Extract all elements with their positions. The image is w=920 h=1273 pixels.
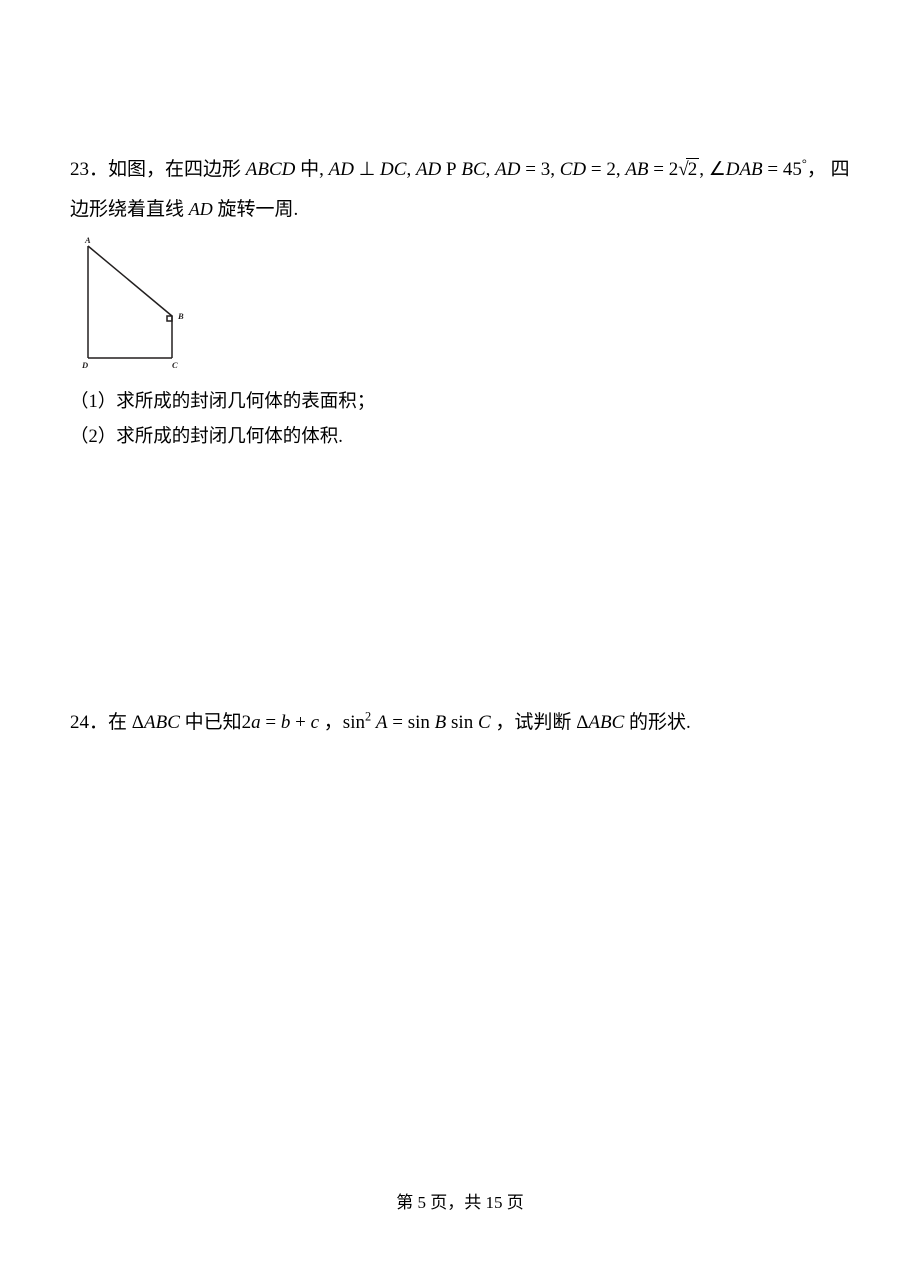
footer-cur: 5 — [418, 1193, 427, 1212]
q24-ABC1: ABC — [144, 712, 180, 733]
footer-c: 页 — [503, 1193, 524, 1212]
footer-total: 15 — [486, 1193, 503, 1212]
q24-tail-a: 试判断 — [514, 712, 571, 733]
problem-23: 23．如图，在四边形 ABCD 中, AD ⊥ DC, AD P BC, AD … — [70, 150, 850, 455]
q24-dot: ． — [89, 712, 108, 733]
q24-b: b — [281, 712, 291, 733]
q24-delta1: Δ — [132, 712, 144, 733]
label-A: A — [84, 236, 91, 245]
q23-v3: 3 — [541, 159, 551, 180]
footer-b: 页，共 — [426, 1193, 486, 1212]
trapezoid-diagram: A B C D — [72, 236, 192, 372]
q23-ABCD: ABCD — [246, 159, 296, 180]
q24-A: A — [376, 712, 388, 733]
q23-eq3: = — [649, 159, 669, 180]
q24-B: B — [435, 712, 447, 733]
diagram-labels: A B C D — [81, 236, 184, 370]
q23-eq4: = — [763, 159, 783, 180]
q23-AD3: AD — [495, 159, 520, 180]
q23-c2: , — [486, 159, 496, 180]
q23-c6: ， — [807, 159, 826, 180]
q23-BC: BC — [461, 159, 485, 180]
q24-c: c — [311, 712, 319, 733]
q24-delta2: Δ — [576, 712, 588, 733]
q23-perp: ⊥ — [359, 159, 376, 180]
q23-DC: DC — [380, 159, 406, 180]
q23-CD: CD — [560, 159, 586, 180]
page-footer: 第 5 页，共 15 页 — [0, 1188, 920, 1213]
q23-parallel: P — [446, 159, 457, 180]
q24-sin2: sin — [408, 712, 430, 733]
q23-AD1: AD — [329, 159, 354, 180]
problem-23-sub1: （1）求所成的封闭几何体的表面积； — [70, 385, 850, 420]
q24-Cm: C — [478, 712, 491, 733]
q24-eq1: = — [261, 712, 281, 733]
q23-l2b: 旋转一周. — [218, 199, 299, 220]
q23-tail: 四 — [831, 159, 850, 180]
q24-eq2: = — [388, 712, 408, 733]
q23-c1: , — [406, 159, 416, 180]
q23-eq2: = — [586, 159, 606, 180]
q24-sep2: ， — [491, 712, 515, 733]
q23-sqrt2: 2 — [686, 158, 700, 180]
problem-23-sub2: （2）求所成的封闭几何体的体积. — [70, 420, 850, 455]
q23-v45: 45 — [783, 159, 802, 180]
q23-number: 23 — [70, 159, 89, 180]
problem-24-line1: 24．在 ΔABC 中已知2a = b + c ，sin2 A = sin B … — [70, 703, 850, 743]
q23-v2: 2 — [606, 159, 616, 180]
sqrt-icon: √2 — [678, 150, 699, 190]
q23-c3: , — [550, 159, 560, 180]
q24-tail-b: 的形状. — [629, 712, 691, 733]
problem-23-line1: 23．如图，在四边形 ABCD 中, AD ⊥ DC, AD P BC, AD … — [70, 150, 850, 190]
problem-23-figure: A B C D — [72, 236, 850, 377]
q23-AB: AB — [625, 159, 648, 180]
problem-23-line2: 边形绕着直线 AD 旋转一周. — [70, 190, 850, 230]
q24-sin1: sin — [343, 712, 365, 733]
label-B: B — [177, 311, 184, 321]
footer-a: 第 — [396, 1193, 417, 1212]
label-C: C — [172, 360, 178, 370]
problem-24: 24．在 ΔABC 中已知2a = b + c ，sin2 A = sin B … — [70, 703, 850, 743]
q23-eq1: = — [520, 159, 540, 180]
q24-ABC2: ABC — [588, 712, 624, 733]
q24-plus: + — [290, 712, 310, 733]
q23-angle: ∠ — [709, 159, 726, 180]
q23-c4: , — [616, 159, 626, 180]
q24-intro-b: 中已知 — [185, 712, 242, 733]
vertical-gap — [70, 495, 850, 703]
q23-l2a: 边形绕着直线 — [70, 199, 184, 220]
label-D: D — [81, 360, 88, 370]
q23-AD2: AD — [416, 159, 441, 180]
page-container: 23．如图，在四边形 ABCD 中, AD ⊥ DC, AD P BC, AD … — [0, 0, 920, 1273]
q23-DAB: DAB — [726, 159, 763, 180]
q24-2: 2 — [242, 712, 252, 733]
q24-intro-a: 在 — [108, 712, 127, 733]
q24-sin3: sin — [451, 712, 473, 733]
q23-dot: ． — [89, 159, 108, 180]
q23-intro-a: 如图，在四边形 — [108, 159, 241, 180]
q23-l2-AD: AD — [189, 199, 213, 219]
q24-sep1: ， — [319, 712, 343, 733]
diagram-lines — [88, 246, 172, 358]
q24-number: 24 — [70, 712, 89, 733]
q23-c5: , — [699, 159, 709, 180]
q23-coef2: 2 — [669, 159, 679, 180]
q24-a: a — [251, 712, 261, 733]
q23-intro-b: 中, — [300, 159, 329, 180]
